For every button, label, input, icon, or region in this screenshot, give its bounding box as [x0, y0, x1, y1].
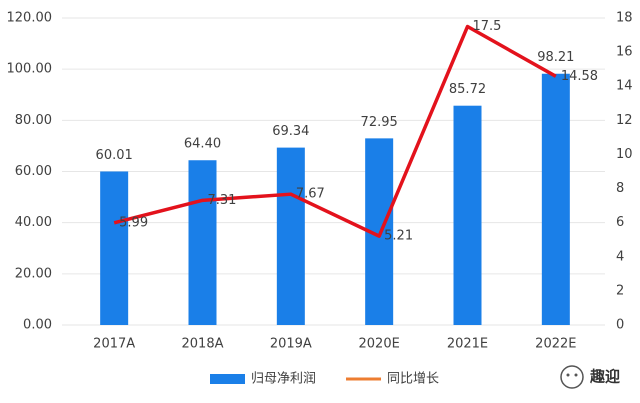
y-tick-label: 40.00 [15, 215, 52, 230]
x-tick-label: 2022E [535, 337, 576, 352]
y2-tick-label: 12 [616, 113, 633, 128]
x-tick-label: 2021E [447, 337, 488, 352]
legend-label: 归母净利润 [251, 372, 316, 387]
legend-label: 同比增长 [387, 372, 439, 387]
line-value-label: 7.67 [296, 187, 325, 202]
y-tick-label: 120.00 [7, 11, 53, 26]
logo-eye [574, 373, 578, 377]
y2-tick-label: 4 [616, 249, 624, 264]
bar-value-label: 72.95 [361, 115, 398, 130]
logo-icon [560, 365, 584, 389]
y-tick-label: 60.00 [15, 164, 52, 179]
bar [276, 147, 305, 325]
line-value-label: 17.5 [473, 19, 502, 34]
y2-tick-label: 6 [616, 215, 624, 230]
bar [541, 73, 570, 325]
bar-value-label: 69.34 [272, 124, 309, 139]
y-tick-label: 80.00 [15, 113, 52, 128]
y2-tick-label: 18 [616, 11, 633, 26]
y2-tick-label: 8 [616, 181, 624, 196]
x-tick-label: 2018A [182, 337, 224, 352]
watermark-logo: 趣迎 [560, 365, 620, 389]
y2-tick-label: 10 [616, 147, 633, 162]
y2-tick-label: 2 [616, 283, 624, 298]
line-value-label: 7.31 [208, 193, 237, 208]
bar-value-label: 64.40 [184, 137, 221, 152]
y-tick-label: 20.00 [15, 266, 52, 281]
line-value-label: 14.58 [561, 69, 598, 84]
x-tick-label: 2020E [359, 337, 400, 352]
y-tick-label: 0.00 [23, 318, 52, 333]
y2-tick-label: 0 [616, 318, 624, 333]
y2-tick-label: 14 [616, 79, 633, 94]
bar [188, 160, 217, 325]
bar [100, 171, 129, 325]
bar-value-label: 85.72 [449, 82, 486, 97]
logo-eye [566, 373, 570, 377]
y-tick-label: 100.00 [7, 62, 53, 77]
x-tick-label: 2019A [270, 337, 312, 352]
line [113, 24, 557, 238]
y2-tick-label: 16 [616, 45, 633, 60]
watermark: 趣迎 [589, 368, 620, 386]
bar [453, 105, 482, 325]
legend-swatch [210, 374, 245, 384]
bar-value-label: 60.01 [96, 148, 133, 163]
line-value-label: 5.21 [384, 229, 413, 244]
bar-value-label: 98.21 [537, 50, 574, 65]
x-tick-label: 2017A [93, 337, 135, 352]
line-value-label: 5.99 [119, 215, 148, 230]
